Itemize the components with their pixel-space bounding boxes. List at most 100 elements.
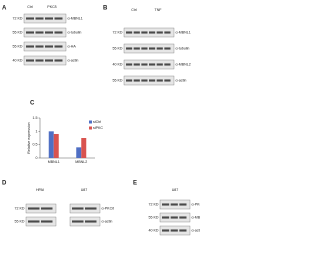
band bbox=[179, 229, 187, 232]
y-tick-label: 1 bbox=[36, 129, 38, 133]
band bbox=[170, 216, 178, 219]
row-label-left: 55 KD bbox=[149, 215, 159, 219]
row-label-left: 55 KD bbox=[13, 30, 23, 34]
panel-letter: E bbox=[133, 181, 137, 187]
band bbox=[35, 59, 44, 62]
band bbox=[126, 63, 133, 66]
band bbox=[26, 45, 34, 48]
band bbox=[28, 220, 40, 223]
band bbox=[26, 59, 34, 62]
row-label-right: α-actin bbox=[102, 219, 113, 223]
band bbox=[164, 63, 171, 66]
band bbox=[133, 47, 140, 50]
band bbox=[164, 31, 171, 34]
band bbox=[133, 79, 140, 82]
lane-header: TNF bbox=[155, 8, 163, 12]
band bbox=[149, 31, 156, 34]
bar bbox=[53, 134, 59, 158]
band bbox=[164, 79, 171, 82]
band bbox=[35, 31, 44, 34]
band bbox=[162, 216, 170, 219]
row-label-left: 72 KD bbox=[15, 206, 25, 210]
row-label-left: 55 KD bbox=[113, 78, 123, 82]
band bbox=[45, 31, 53, 34]
panel-letter: B bbox=[103, 6, 108, 12]
band bbox=[85, 207, 97, 210]
band bbox=[162, 229, 170, 232]
band bbox=[41, 207, 53, 210]
y-tick-label: 0.5 bbox=[33, 143, 38, 147]
band bbox=[54, 31, 63, 34]
row-label-left: 40 KD bbox=[149, 228, 159, 232]
band bbox=[35, 45, 44, 48]
row-label-right: α-PKCα bbox=[192, 202, 201, 206]
band bbox=[54, 45, 63, 48]
legend-swatch bbox=[89, 126, 92, 130]
band bbox=[45, 59, 53, 62]
row-label-right: α-HA bbox=[68, 44, 77, 48]
bar bbox=[76, 147, 82, 158]
row-label-left: 55 KD bbox=[13, 44, 23, 48]
band bbox=[54, 17, 63, 20]
band bbox=[156, 47, 163, 50]
band bbox=[72, 207, 84, 210]
band bbox=[45, 45, 53, 48]
row-label-right: α-tubulin bbox=[68, 30, 82, 34]
band bbox=[149, 47, 156, 50]
panel-letter: A bbox=[2, 6, 7, 12]
band bbox=[179, 203, 187, 206]
row-label-left: 72 KD bbox=[149, 202, 159, 206]
legend-swatch bbox=[89, 120, 92, 124]
lane-header: HPAI bbox=[36, 188, 44, 192]
band bbox=[141, 47, 148, 50]
lane-header: PKCδ bbox=[47, 5, 56, 9]
band bbox=[85, 220, 97, 223]
band bbox=[141, 79, 148, 82]
row-label-right: α-PKCδ bbox=[102, 206, 115, 210]
band bbox=[179, 216, 187, 219]
y-axis-label: Relative expression bbox=[27, 122, 31, 153]
row-label-left: 55 KD bbox=[15, 219, 25, 223]
band bbox=[54, 59, 63, 62]
panel-letter: C bbox=[30, 101, 35, 107]
band bbox=[126, 31, 133, 34]
band bbox=[170, 203, 178, 206]
band bbox=[45, 17, 53, 20]
bar bbox=[48, 131, 54, 158]
band bbox=[162, 203, 170, 206]
band bbox=[41, 220, 53, 223]
row-label-right: α-actin bbox=[68, 58, 79, 62]
band bbox=[156, 79, 163, 82]
figure: A Ctrl PKCδ 72 KD α-MBNL1 55 KD α-tubulin 55 KD… bbox=[2, 5, 201, 236]
row-label-left: 72 KD bbox=[13, 16, 23, 20]
lane-header: Ctrl bbox=[131, 8, 137, 12]
band bbox=[141, 63, 148, 66]
band bbox=[133, 63, 140, 66]
band bbox=[164, 47, 171, 50]
row-label-right: α-actin bbox=[192, 228, 201, 232]
lane-header: U87 bbox=[81, 188, 88, 192]
band bbox=[149, 79, 156, 82]
row-label-left: 55 KD bbox=[113, 46, 123, 50]
band bbox=[126, 47, 133, 50]
row-label-right: α-MBNL1 bbox=[68, 16, 83, 20]
band bbox=[149, 63, 156, 66]
row-label-right: α-MBNL1 bbox=[192, 215, 201, 219]
row-label-left: 40 KD bbox=[13, 58, 23, 62]
row-label-right: α-MBNL2 bbox=[176, 62, 191, 66]
band bbox=[156, 63, 163, 66]
row-label-left: 72 KD bbox=[113, 30, 123, 34]
legend-label: siCtrl bbox=[93, 120, 101, 124]
band bbox=[72, 220, 84, 223]
band bbox=[156, 31, 163, 34]
panel-letter: D bbox=[2, 181, 7, 187]
row-label-right: α-MBNL1 bbox=[176, 30, 191, 34]
band bbox=[26, 17, 34, 20]
lane-header: Ctrl bbox=[27, 5, 33, 9]
y-tick-label: 1.5 bbox=[33, 116, 38, 120]
band bbox=[170, 229, 178, 232]
row-label-right: α-actin bbox=[176, 78, 187, 82]
lane-header: U87 bbox=[172, 188, 179, 192]
band bbox=[141, 31, 148, 34]
band bbox=[133, 31, 140, 34]
